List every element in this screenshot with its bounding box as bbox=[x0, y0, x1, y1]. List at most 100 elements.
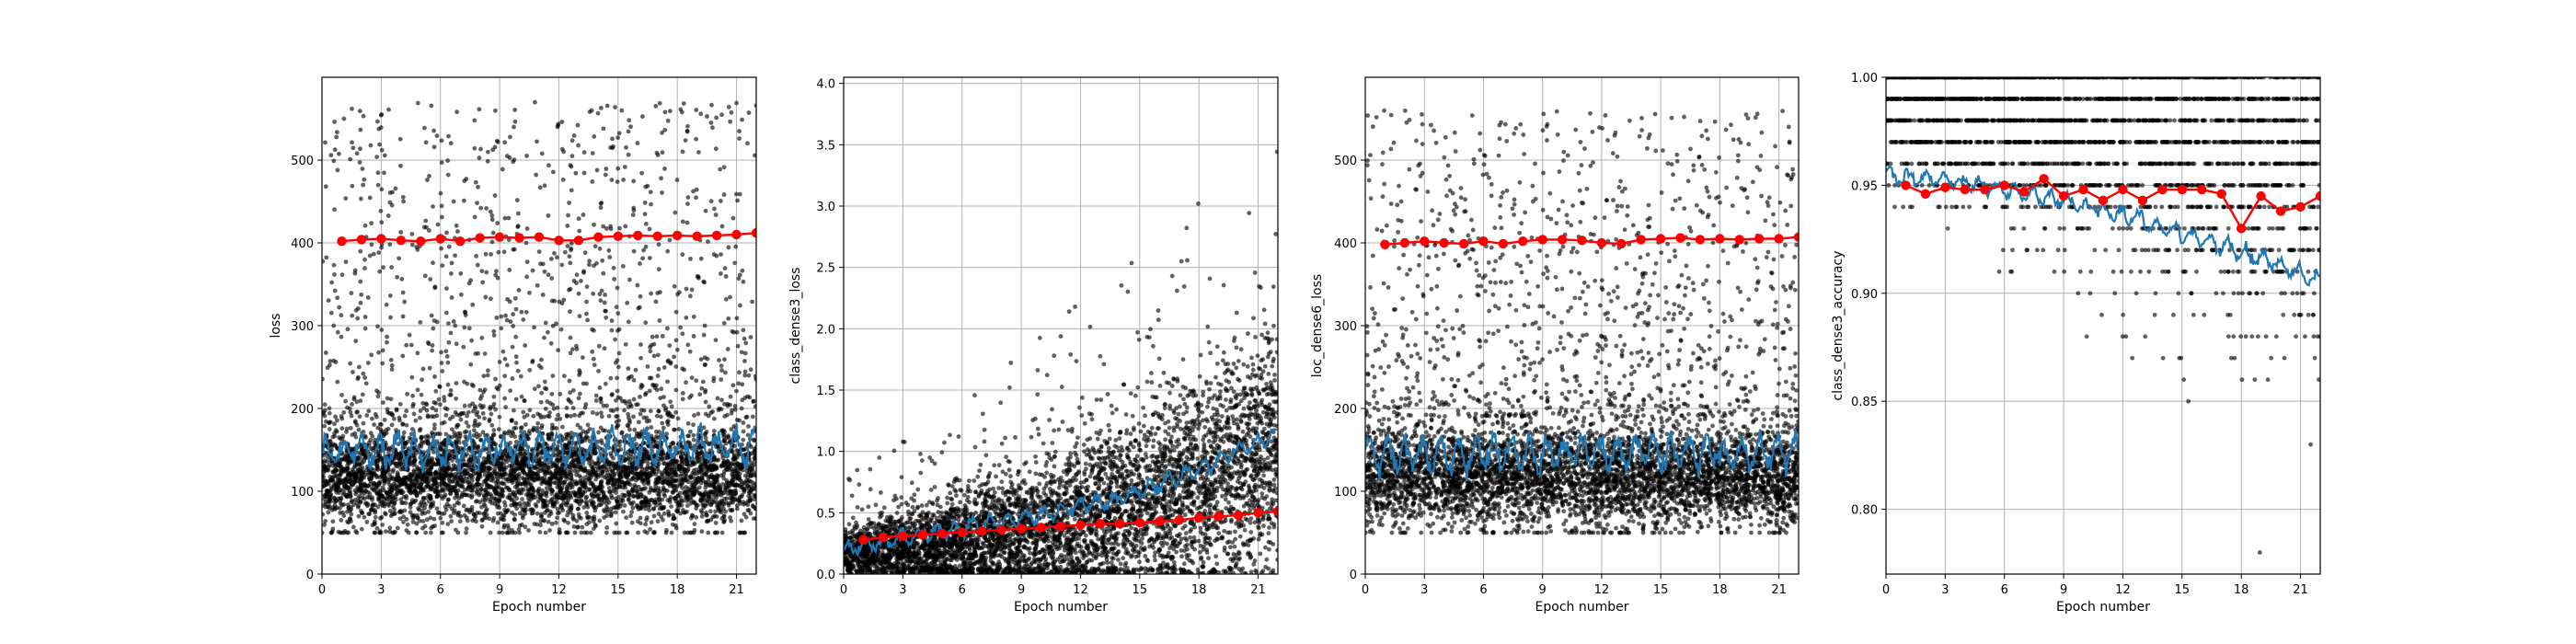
loss-point bbox=[324, 491, 329, 497]
loss-point bbox=[569, 468, 574, 473]
loss-point bbox=[601, 126, 606, 132]
loss-point bbox=[741, 420, 746, 425]
loss-point bbox=[401, 514, 407, 520]
loss-point bbox=[648, 190, 653, 195]
loss-point bbox=[476, 443, 481, 449]
loss-point bbox=[322, 523, 327, 527]
loss-point bbox=[495, 139, 500, 144]
loss-point bbox=[684, 485, 688, 489]
loss-point bbox=[732, 407, 738, 412]
loss-point bbox=[359, 526, 364, 532]
loss-point bbox=[615, 505, 621, 511]
loss-point bbox=[491, 428, 497, 432]
loss-point bbox=[705, 114, 709, 119]
loss-point bbox=[746, 424, 751, 429]
loss-point bbox=[419, 392, 424, 397]
loss-point bbox=[647, 388, 652, 394]
loss-point bbox=[356, 364, 362, 370]
loss-point bbox=[431, 426, 437, 431]
loss-point bbox=[522, 414, 527, 420]
loss-point bbox=[719, 252, 723, 257]
loss-point bbox=[712, 457, 718, 463]
loss-point bbox=[516, 287, 522, 293]
loss-point bbox=[534, 172, 539, 178]
loss-point bbox=[593, 393, 599, 398]
loss-point bbox=[569, 138, 575, 144]
loss-point bbox=[397, 401, 403, 407]
loss-point bbox=[512, 295, 518, 301]
loss-point bbox=[507, 299, 512, 305]
loss-point bbox=[567, 201, 571, 205]
loss-point bbox=[433, 388, 439, 394]
loss-point bbox=[539, 151, 545, 156]
loss-point bbox=[454, 223, 459, 228]
loss-point bbox=[742, 373, 748, 378]
loss-point bbox=[649, 291, 654, 296]
loss-point bbox=[330, 478, 336, 484]
loss-point bbox=[748, 367, 753, 373]
loss-point bbox=[368, 143, 374, 148]
loss-point bbox=[376, 126, 382, 132]
loss-point bbox=[741, 328, 746, 333]
loss-point bbox=[716, 449, 721, 454]
loss-point bbox=[574, 347, 580, 351]
loss-point bbox=[711, 416, 717, 421]
loss-point bbox=[450, 434, 454, 440]
loss-point bbox=[464, 526, 469, 532]
loss-point bbox=[729, 109, 734, 115]
loss-point bbox=[676, 427, 682, 431]
loss-point bbox=[535, 420, 541, 426]
loss-point bbox=[402, 441, 408, 446]
loss-point bbox=[334, 134, 339, 140]
loss-point bbox=[432, 489, 438, 495]
loss-point bbox=[365, 501, 371, 507]
loss-point bbox=[643, 222, 649, 226]
loss-point bbox=[491, 328, 497, 334]
loss-point bbox=[358, 196, 363, 201]
loss-point bbox=[680, 390, 685, 396]
loss-point bbox=[739, 462, 744, 467]
loss-point bbox=[353, 339, 359, 344]
loss-point bbox=[555, 492, 559, 498]
loss-point bbox=[423, 530, 429, 535]
loss-point bbox=[377, 421, 383, 427]
loss-point bbox=[358, 398, 363, 404]
loss-point bbox=[678, 325, 684, 330]
loss-point bbox=[412, 457, 418, 463]
loss-point bbox=[615, 135, 621, 141]
loss-point bbox=[494, 315, 500, 320]
loss-point bbox=[562, 443, 567, 448]
loss-point bbox=[745, 141, 750, 146]
loss-point bbox=[599, 201, 604, 205]
loss-point bbox=[536, 384, 541, 389]
loss-point bbox=[615, 414, 620, 419]
loss-point bbox=[598, 298, 604, 304]
loss-point bbox=[743, 340, 749, 346]
loss-point bbox=[415, 100, 420, 106]
loss-point bbox=[446, 339, 452, 345]
loss-point bbox=[362, 326, 368, 331]
loss-point bbox=[571, 133, 577, 138]
loss-point bbox=[436, 442, 442, 447]
loss-point bbox=[648, 408, 653, 414]
loss-point bbox=[379, 187, 385, 192]
loss-point bbox=[660, 420, 665, 426]
loss-point bbox=[422, 125, 427, 131]
loss-point bbox=[490, 230, 496, 236]
loss-point bbox=[690, 480, 695, 485]
loss-point bbox=[395, 470, 400, 476]
loss-point bbox=[655, 352, 661, 358]
loss-point bbox=[472, 214, 477, 220]
loss-point bbox=[491, 515, 497, 521]
loss-point bbox=[572, 530, 578, 535]
loss-point bbox=[410, 393, 415, 398]
loss-point bbox=[577, 228, 582, 234]
loss-point bbox=[706, 491, 711, 497]
loss-point bbox=[585, 317, 590, 323]
loss-point bbox=[552, 250, 557, 256]
loss-point bbox=[594, 411, 600, 417]
loss-point bbox=[581, 213, 586, 217]
loss-point bbox=[718, 271, 723, 276]
loss-point bbox=[642, 212, 648, 217]
